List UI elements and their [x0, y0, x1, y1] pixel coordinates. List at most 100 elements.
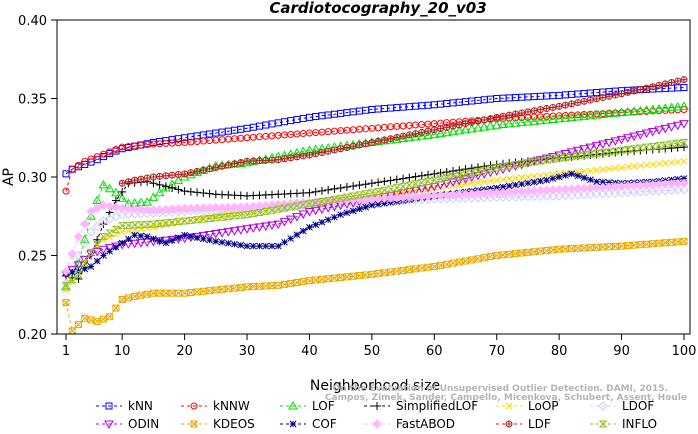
point-ldf: [305, 151, 313, 159]
point-inflo: [386, 185, 395, 193]
point-cof: [212, 238, 220, 245]
point-kdeos: [586, 244, 594, 252]
point-lof: [104, 183, 115, 193]
point-inflo: [323, 196, 333, 204]
point-odin: [591, 142, 602, 151]
point-ldof: [679, 184, 689, 195]
legend-item-odin: ODIN: [96, 417, 159, 431]
point-odin: [254, 223, 265, 232]
point-lof: [660, 103, 671, 112]
point-ldf: [643, 84, 651, 92]
point-lof: [516, 117, 527, 127]
chart-title: Cardiotocography_20_v03: [269, 0, 486, 17]
point-inflo: [80, 259, 89, 267]
point-cof: [562, 172, 569, 179]
point-cof: [505, 182, 513, 190]
point-cof: [131, 231, 139, 239]
point-cof: [218, 238, 226, 246]
point-inflo: [142, 220, 152, 228]
point-loop: [605, 165, 613, 173]
point-ldf: [174, 170, 182, 178]
point-loop: [680, 157, 688, 165]
point-loop: [493, 176, 501, 184]
point-kdeos: [568, 245, 576, 253]
point-inflo: [74, 270, 83, 278]
point-knnw: [93, 153, 101, 161]
legend-label-knnw: kNNW: [213, 399, 250, 413]
point-inflo: [355, 191, 364, 199]
point-ldf: [449, 122, 457, 130]
point-inflo: [604, 148, 614, 156]
point-simplifiedlof: [155, 180, 164, 189]
point-cof: [381, 200, 388, 207]
point-ldf: [468, 118, 476, 126]
point-cof: [549, 175, 557, 182]
point-inflo: [667, 140, 676, 148]
point-fastabod: [217, 202, 227, 213]
point-simplifiedlof: [386, 176, 395, 185]
point-inflo: [224, 213, 233, 221]
point-simplifiedlof: [186, 187, 195, 196]
point-loop: [118, 228, 126, 236]
point-ldf: [368, 138, 376, 146]
point-inflo: [311, 199, 320, 207]
point-odin: [604, 138, 614, 148]
point-fastabod: [117, 203, 127, 214]
point-inflo: [68, 276, 77, 284]
point-cof: [555, 173, 563, 181]
point-inflo: [523, 159, 533, 167]
legend-marker-loop: [505, 402, 513, 410]
point-simplifiedlof: [361, 180, 370, 189]
point-ldf: [618, 90, 626, 98]
point-odin: [641, 129, 652, 139]
point-lof: [654, 103, 664, 113]
point-cof: [318, 218, 326, 226]
point-odin: [292, 213, 302, 222]
point-ldf: [299, 152, 307, 160]
point-odin: [635, 131, 646, 140]
point-loop: [524, 173, 532, 181]
point-inflo: [230, 212, 239, 220]
point-ldf: [505, 111, 513, 119]
point-odin: [622, 134, 633, 143]
point-cof: [100, 252, 107, 259]
point-cof: [356, 205, 363, 213]
x-tick-label: 90: [613, 344, 630, 359]
legend-item-loop: LoOP: [496, 399, 559, 413]
point-ldf: [430, 126, 438, 134]
point-lof: [154, 187, 165, 197]
point-loop: [587, 167, 594, 175]
point-inflo: [174, 218, 183, 226]
point-cof: [68, 268, 76, 276]
point-ldof: [86, 227, 96, 237]
point-ldof: [485, 192, 496, 203]
point-cof: [93, 257, 101, 265]
legend-marker-ldof: [598, 401, 608, 411]
legend-label-cof: COF: [312, 417, 337, 431]
point-odin: [111, 242, 121, 252]
point-inflo: [180, 217, 189, 225]
point-lof: [679, 101, 689, 110]
legend-item-simplifiedlof: SimplifiedLOF: [364, 399, 478, 413]
series-kdeos: [62, 237, 688, 335]
point-ldf: [343, 143, 351, 151]
x-tick-label: 100: [672, 344, 697, 359]
point-inflo: [529, 158, 539, 166]
point-inflo: [673, 139, 682, 147]
point-lof: [454, 125, 465, 135]
y-tick-label: 0.25: [18, 250, 47, 265]
point-ldf: [611, 91, 619, 99]
point-ldf: [412, 130, 420, 138]
point-odin: [479, 170, 490, 179]
point-lof: [416, 131, 427, 140]
point-ldf: [524, 108, 532, 116]
point-loop: [462, 180, 469, 188]
point-cof: [324, 216, 332, 224]
point-ldof: [516, 192, 527, 202]
point-cof: [268, 242, 276, 250]
point-odin: [73, 261, 84, 270]
point-ldf: [561, 101, 569, 109]
point-kdeos: [212, 286, 220, 294]
point-lof: [554, 113, 565, 123]
point-lof: [485, 121, 496, 130]
